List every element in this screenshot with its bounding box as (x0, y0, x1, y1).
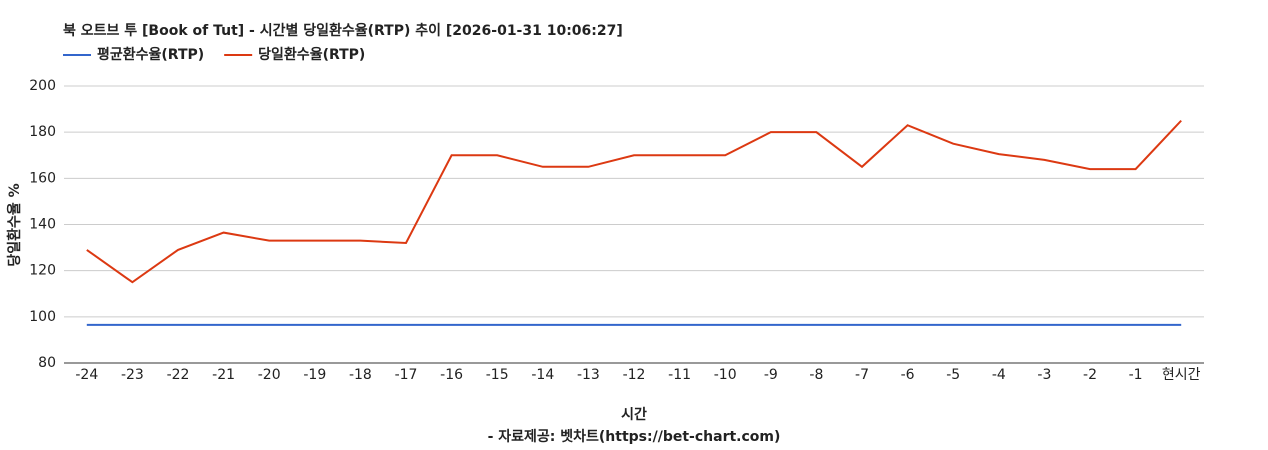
x-tick-label: 현시간 (1161, 367, 1201, 383)
x-tick-label: -22 (166, 367, 190, 383)
x-tick-label: -8 (809, 367, 824, 383)
x-tick-label: -24 (75, 367, 99, 383)
x-tick-label: -11 (668, 367, 692, 383)
y-tick-label: 80 (38, 355, 56, 371)
y-tick-label: 200 (29, 78, 56, 94)
x-tick-label: -18 (348, 367, 372, 383)
y-tick-label: 120 (29, 263, 56, 279)
x-tick-label: -19 (303, 367, 327, 383)
source: - 자료제공: 벳차트(https://bet-chart.com) (488, 428, 781, 445)
x-tick-label: -1 (1128, 367, 1143, 383)
x-tick-label: -20 (257, 367, 281, 383)
x-tick-label: -9 (763, 367, 778, 383)
y-tick-label: 180 (29, 124, 56, 140)
x-tick-label: -13 (576, 367, 600, 383)
y-tick-label: 100 (29, 309, 56, 325)
y-axis-label: 당일환수율 % (6, 183, 23, 266)
x-tick-label: -2 (1083, 367, 1097, 383)
x-tick-label: -17 (394, 367, 418, 383)
x-tick-label: -4 (991, 367, 1006, 383)
legend-label: 당일환수율(RTP) (258, 46, 365, 63)
series-line (86, 119, 1182, 284)
x-tick-label: -6 (900, 367, 915, 383)
x-tick-label: -12 (622, 367, 646, 383)
x-tick-label: -7 (855, 367, 869, 383)
y-tick-label: 160 (29, 170, 56, 186)
x-tick-label: -14 (531, 367, 555, 383)
x-tick-label: -23 (120, 367, 144, 383)
x-tick-label: -15 (485, 367, 509, 383)
x-tick-label: -5 (946, 367, 961, 383)
y-tick-label: 140 (29, 217, 56, 233)
x-tick-label: -3 (1037, 367, 1052, 383)
chart-title: 북 오트브 투 [Book of Tut] - 시간별 당일환수율(RTP) 추… (63, 22, 623, 39)
x-tick-label: -21 (212, 367, 236, 383)
x-tick-label: -10 (713, 367, 737, 383)
legend-label: 평균환수율(RTP) (97, 46, 204, 63)
x-axis-label: 시간 (621, 406, 647, 423)
x-tick-label: -16 (440, 367, 464, 383)
